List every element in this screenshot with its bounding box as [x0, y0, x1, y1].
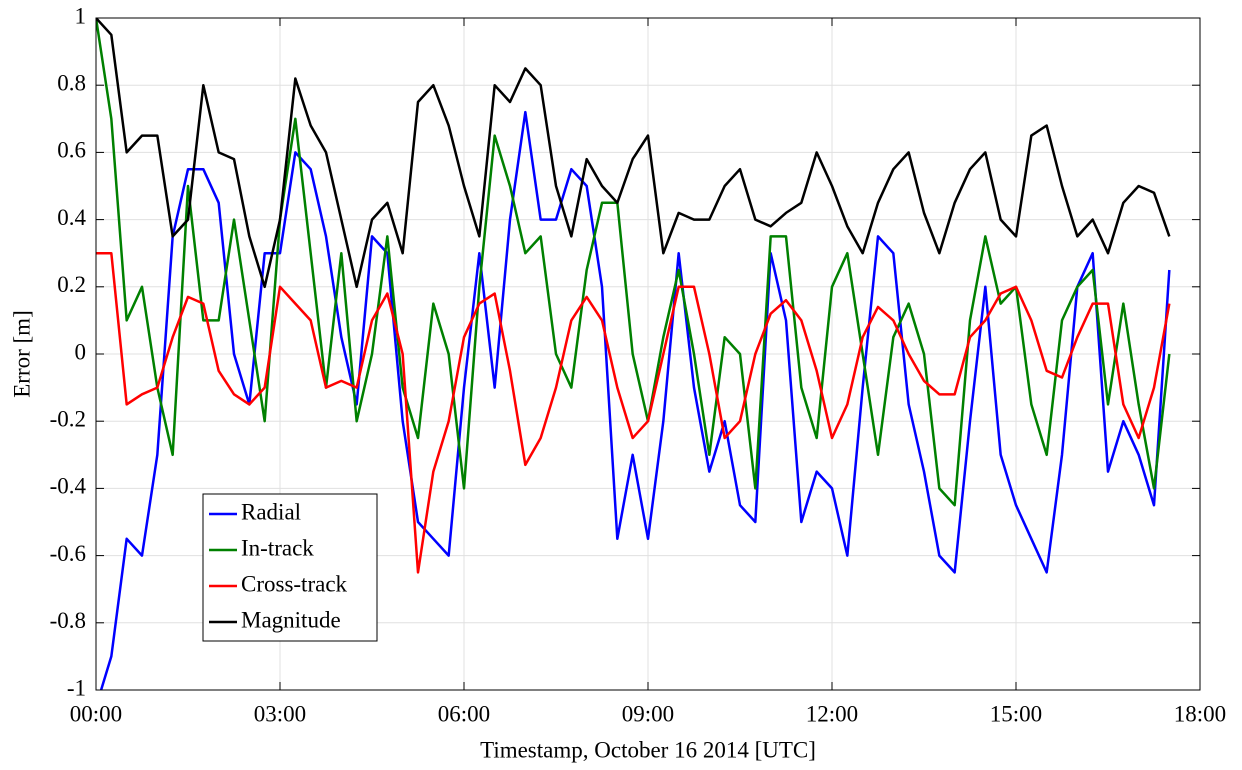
data-line — [99, 110, 1171, 690]
x-tick-label: 12:00 — [806, 701, 858, 726]
x-tick-label: 15:00 — [990, 701, 1042, 726]
y-tick-label: 0.4 — [57, 205, 86, 230]
x-axis-label: Timestamp, October 16 2014 [UTC] — [480, 737, 816, 762]
y-tick-label: 1 — [75, 3, 87, 28]
plot-lines — [96, 18, 1171, 690]
x-tick-label: 09:00 — [622, 701, 674, 726]
legend-label: In-track — [241, 535, 314, 560]
y-tick-label: -0.4 — [50, 474, 87, 499]
x-tick-label: 06:00 — [438, 701, 490, 726]
legend-label: Cross-track — [241, 571, 348, 596]
y-tick-label: -0.8 — [50, 608, 86, 633]
data-line — [96, 251, 1171, 574]
y-tick-label: 0.2 — [57, 272, 86, 297]
data-line — [96, 18, 1171, 289]
legend-box — [202, 493, 378, 642]
x-tick-label: 18:00 — [1174, 701, 1226, 726]
plot-frame — [95, 17, 1201, 691]
y-tick-label: 0 — [75, 339, 87, 364]
x-tick-label: 00:00 — [70, 701, 122, 726]
y-tick-label: -0.6 — [50, 541, 86, 566]
y-tick-label: -0.2 — [50, 406, 86, 431]
data-line — [96, 18, 1171, 507]
y-tick-label: 0.6 — [57, 138, 86, 163]
y-tick-label: 0.8 — [57, 70, 86, 95]
legend-label: Radial — [241, 499, 301, 524]
legend-label: Magnitude — [241, 607, 341, 632]
x-tick-label: 03:00 — [254, 701, 306, 726]
y-tick-label: -1 — [67, 675, 86, 700]
y-axis-label: Error [m] — [9, 310, 34, 398]
